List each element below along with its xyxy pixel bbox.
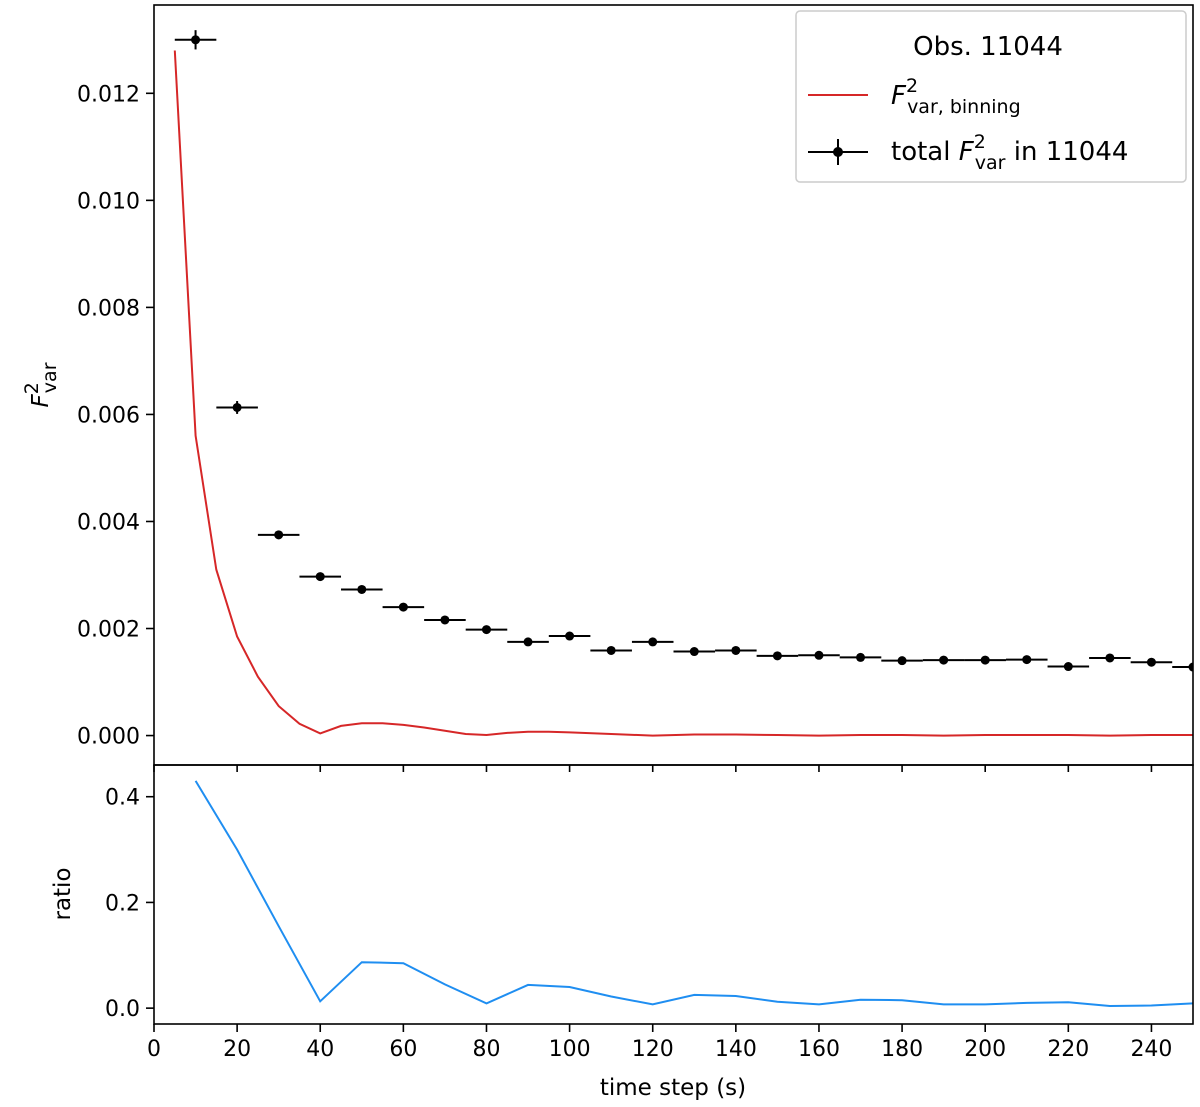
total-fvar-point [1005, 655, 1048, 665]
bottom-x-tick-label: 60 [389, 1037, 417, 1062]
bottom-y-axis-label: ratio [50, 867, 76, 920]
total-fvar-point [382, 602, 425, 612]
top-plot-area [173, 30, 1193, 737]
total-fvar-point [257, 530, 300, 540]
total-fvar-point [341, 584, 383, 594]
top-axis-ticks: 0.000 0.002 0.004 0.006 0.008 0.010 0.012 [77, 82, 1153, 772]
bottom-x-tick-label: 100 [549, 1037, 591, 1062]
bottom-y-tick-label: 0.2 [105, 891, 140, 916]
top-y-tick-label: 0.006 [77, 403, 140, 428]
total-fvar-marker [357, 584, 367, 594]
bottom-x-tick-label: 160 [798, 1037, 840, 1062]
total-fvar-point [424, 615, 466, 625]
top-panel: 0.000 0.002 0.004 0.006 0.008 0.010 0.012 F2va… [21, 4, 1194, 772]
top-y-tick-label: 0.010 [77, 189, 140, 214]
bottom-x-tick-label: 240 [1130, 1037, 1172, 1062]
total-fvar-marker [1146, 657, 1156, 667]
total-fvar-point [507, 637, 549, 647]
total-fvar-marker [731, 645, 741, 655]
total-fvar-marker [980, 655, 990, 665]
bottom-x-tick-label: 200 [964, 1037, 1006, 1062]
bottom-x-tick-label: 120 [632, 1037, 674, 1062]
total-fvar-point [798, 650, 840, 660]
total-fvar-point [631, 637, 674, 647]
top-y-tick-label: 0.004 [77, 510, 140, 535]
bottom-x-tick-label: 40 [306, 1037, 334, 1062]
total-fvar-point [299, 572, 342, 582]
legend-total-swatch [808, 139, 868, 165]
bottom-axis-ticks: 0.0 0.2 0.4 0 20 40 60 80 100 120 140 160 180 200 220 2… [105, 786, 1172, 1062]
top-y-tick-label: 0.008 [77, 296, 140, 321]
total-fvar-point [1089, 653, 1131, 663]
total-fvar-point [1172, 662, 1193, 672]
total-fvar-point [673, 647, 716, 657]
total-fvar-point [922, 655, 965, 665]
bottom-x-tick-label: 140 [715, 1037, 757, 1062]
bottom-x-tick-label: 20 [223, 1037, 251, 1062]
total-fvar-point [1047, 662, 1090, 672]
total-fvar-marker [523, 637, 533, 647]
legend: Obs. 11044 F2 var, binning total F2 var in… [795, 10, 1187, 183]
top-y-tick-label: 0.002 [77, 618, 140, 643]
legend-title: Obs. 11044 [913, 32, 1063, 62]
total-fvar-marker [274, 530, 284, 540]
total-fvar-point [715, 645, 757, 655]
bottom-x-tick-label: 0 [147, 1037, 161, 1062]
top-y-tick-label: 0.012 [77, 82, 140, 107]
total-fvar-point [216, 401, 258, 414]
x-axis-label: time step (s) [600, 1075, 746, 1101]
bottom-y-tick-label: 0.4 [105, 786, 140, 811]
total-fvar-marker [606, 645, 616, 655]
total-fvar-marker [856, 652, 866, 662]
total-fvar-marker [814, 650, 824, 660]
total-fvar-point [964, 655, 1006, 665]
total-fvar-marker [440, 615, 450, 625]
top-y-tick-label: 0.000 [77, 725, 140, 750]
total-fvar-marker [191, 35, 201, 45]
bottom-x-tick-label: 80 [472, 1037, 500, 1062]
total-fvar-point [590, 645, 632, 655]
total-fvar-point [756, 651, 799, 661]
total-fvar-point [548, 631, 591, 641]
top-y-axis-label: F2var [21, 362, 61, 407]
total-fvar-marker [1105, 653, 1115, 663]
total-fvar-marker [315, 572, 325, 582]
total-fvar-marker [939, 655, 949, 665]
total-fvar-marker [565, 631, 575, 641]
bottom-axes-frame [153, 764, 1194, 1025]
total-fvar-marker [1188, 662, 1193, 672]
legend-total-label: total F2 var in 11044 [891, 131, 1128, 174]
total-fvar-marker [772, 651, 782, 661]
total-fvar-marker [481, 625, 491, 635]
total-fvar-point [1130, 657, 1173, 667]
legend-binning-label: F2 var, binning [891, 75, 1021, 118]
bottom-x-tick-label: 180 [881, 1037, 923, 1062]
ratio-line [194, 780, 1193, 1008]
binning-fvar-line [173, 50, 1193, 737]
total-fvar-point [881, 656, 923, 666]
total-fvar-marker [689, 647, 699, 657]
total-fvar-marker [232, 402, 242, 412]
bottom-x-tick-label: 220 [1047, 1037, 1089, 1062]
total-fvar-marker [398, 602, 408, 612]
total-fvar-marker [897, 656, 907, 666]
total-fvar-marker [1063, 662, 1073, 672]
legend-box [795, 10, 1187, 183]
total-fvar-marker [648, 637, 658, 647]
total-fvar-point [465, 625, 508, 635]
bottom-y-tick-label: 0.0 [105, 997, 140, 1022]
bottom-panel: 0.0 0.2 0.4 0 20 40 60 80 100 120 140 160 180 200 220 2… [50, 764, 1194, 1101]
total-fvar-point [839, 652, 882, 662]
total-fvar-marker [1022, 655, 1032, 665]
bottom-plot-area [194, 780, 1193, 1008]
total-fvar-point [174, 30, 217, 50]
